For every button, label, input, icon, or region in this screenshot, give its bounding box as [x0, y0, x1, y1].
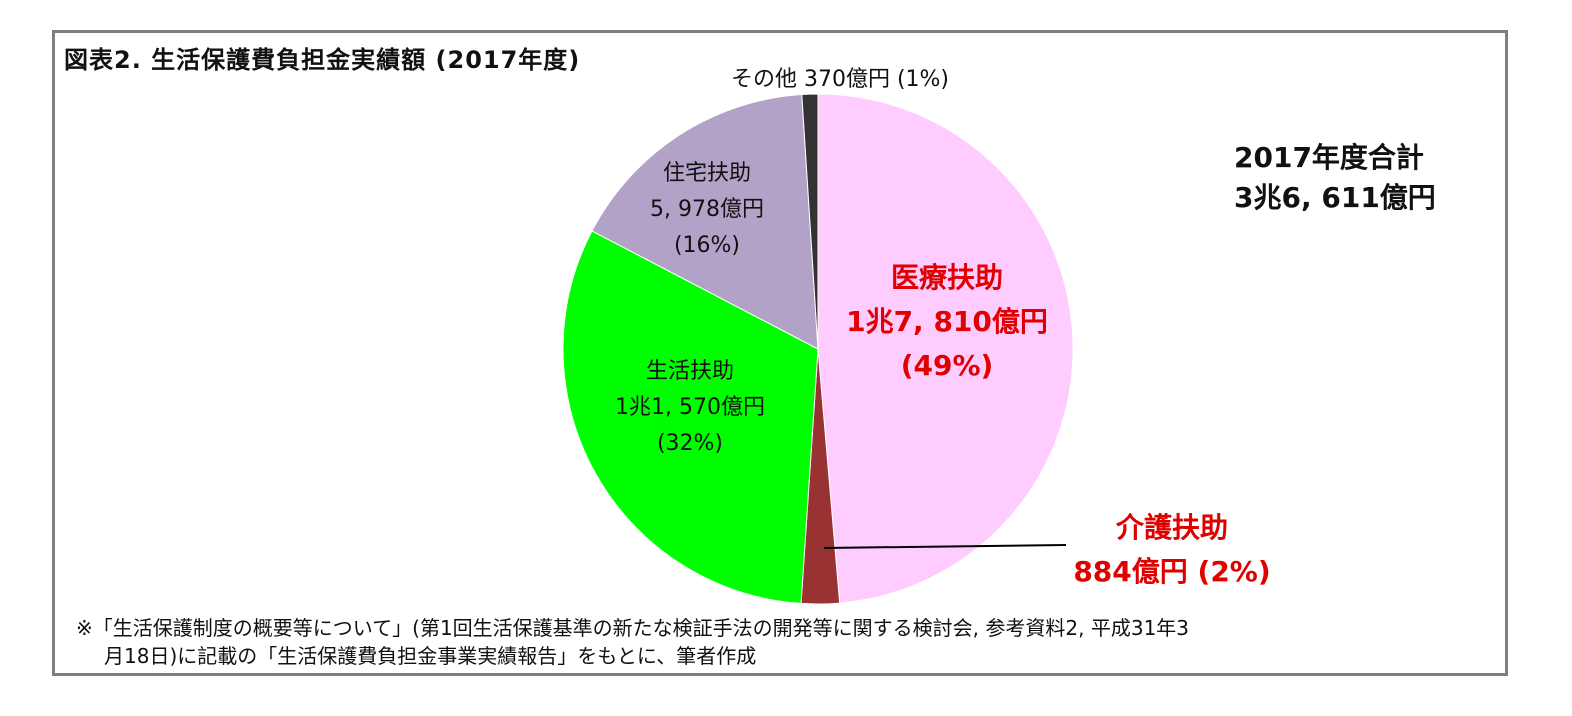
pie-slice-jutaku — [591, 93, 819, 350]
slice-value-iryo: 1兆7, 810億円 — [846, 305, 1048, 338]
slice-pct-iryo: (49%) — [900, 349, 994, 382]
pie-slice-iryo — [817, 93, 1074, 604]
slice-pct-seikatsu: (32%) — [656, 431, 724, 456]
slice-label-jutaku: 住宅扶助 5, 978億円 (16%) — [632, 156, 782, 264]
source-note-line1: ※「生活保護制度の概要等について」(第1回生活保護基準の新たな検証手法の開発等に… — [76, 616, 1190, 640]
slice-value-kaigo: 884億円 (2%) — [1073, 555, 1271, 588]
slice-name-seikatsu: 生活扶助 — [645, 359, 734, 384]
slice-name-iryo: 医療扶助 — [890, 261, 1003, 294]
source-note: ※「生活保護制度の概要等について」(第1回生活保護基準の新たな検証手法の開発等に… — [76, 614, 1496, 670]
source-note-line2: 月18日)に記載の「生活保護費負担金事業実績報告」をもとに、筆者作成 — [104, 644, 757, 668]
slice-name-kaigo: 介護扶助 — [1115, 511, 1228, 544]
leader-line-kaigo — [823, 544, 1067, 549]
pie-slice-sonota — [801, 93, 819, 350]
slice-label-seikatsu: 生活扶助 1兆1, 570億円 (32%) — [600, 354, 780, 462]
slice-value-seikatsu: 1兆1, 570億円 — [615, 395, 765, 420]
total-label: 2017年度合計 3兆6, 611億円 — [1234, 138, 1436, 218]
total-line2: 3兆6, 611億円 — [1234, 181, 1436, 214]
slice-value-jutaku: 5, 978億円 — [650, 197, 764, 222]
slice-pct-jutaku: (16%) — [673, 233, 741, 258]
slice-label-sonota: その他 370億円 (1%) — [700, 62, 980, 98]
pie-slices — [562, 93, 1074, 605]
slice-label-iryo: 医療扶助 1兆7, 810億円 (49%) — [842, 256, 1052, 388]
pie-slice-seikatsu — [562, 230, 819, 604]
chart-title: 図表2. 生活保護費負担金実績額 (2017年度) — [64, 46, 581, 74]
slice-label-kaigo: 介護扶助 884億円 (2%) — [1062, 506, 1282, 594]
slice-value-sonota: その他 370億円 (1%) — [730, 67, 950, 92]
total-line1: 2017年度合計 — [1234, 141, 1424, 174]
slice-name-jutaku: 住宅扶助 — [662, 161, 751, 186]
